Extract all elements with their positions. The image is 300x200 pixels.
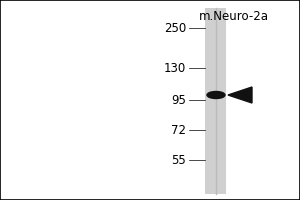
Text: 95: 95 xyxy=(171,94,186,106)
Text: m.Neuro-2a: m.Neuro-2a xyxy=(199,10,269,23)
Text: 55: 55 xyxy=(171,154,186,166)
Bar xyxy=(206,8,226,194)
Text: 250: 250 xyxy=(164,21,186,34)
Ellipse shape xyxy=(207,92,225,98)
Text: 72: 72 xyxy=(171,123,186,136)
Polygon shape xyxy=(228,87,252,103)
Text: 130: 130 xyxy=(164,62,186,74)
